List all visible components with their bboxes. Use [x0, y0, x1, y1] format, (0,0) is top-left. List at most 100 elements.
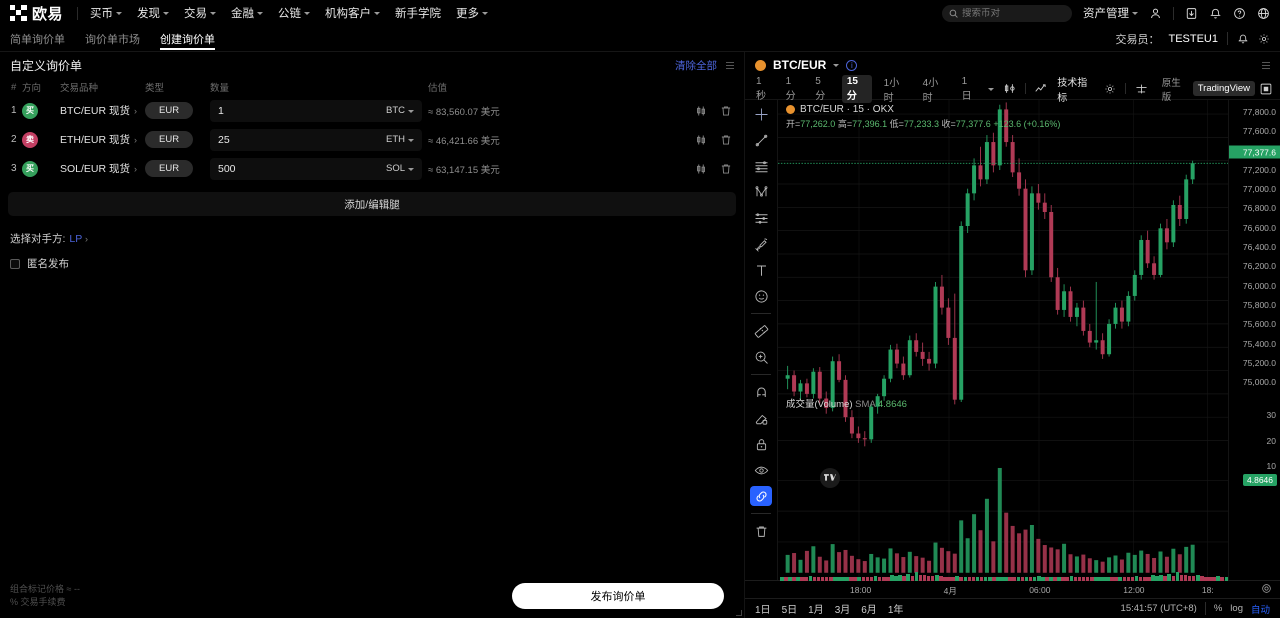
eraser-icon[interactable] — [750, 408, 772, 428]
delete-row-icon[interactable] — [720, 134, 732, 146]
timeframe-1s[interactable]: 1秒 — [756, 75, 766, 102]
nav-item-buy-crypto[interactable]: 买币 — [90, 5, 123, 21]
log-scale-button[interactable]: log — [1230, 603, 1243, 614]
snapshot-icon[interactable] — [1135, 83, 1148, 95]
add-edit-leg-button[interactable]: 添加/编辑腿 — [8, 192, 736, 216]
timeframe-1m[interactable]: 1分 — [785, 75, 796, 102]
anonymous-checkbox[interactable] — [10, 258, 20, 269]
tab-simple-rfq[interactable]: 简单询价单 — [10, 26, 65, 52]
emoji-icon[interactable] — [750, 286, 772, 306]
currency-selector[interactable]: BTC — [386, 105, 414, 116]
type-pill[interactable]: EUR — [145, 131, 194, 148]
assets-menu[interactable]: 资产管理 — [1083, 5, 1138, 21]
delete-row-icon[interactable] — [720, 105, 732, 117]
time-settings-gear-icon[interactable] — [1261, 583, 1272, 594]
chevron-down-icon[interactable] — [833, 64, 840, 67]
nav-item-more[interactable]: 更多 — [456, 5, 489, 21]
tradingview-logo[interactable] — [820, 468, 840, 488]
percent-scale-button[interactable]: % — [1213, 603, 1223, 614]
download-icon[interactable] — [1185, 7, 1198, 20]
type-pill[interactable]: EUR — [145, 160, 194, 177]
currency-selector[interactable]: SOL — [386, 163, 414, 174]
fullscreen-icon[interactable] — [1260, 83, 1272, 95]
trash-icon[interactable] — [750, 521, 772, 541]
quantity-field[interactable]: ETH — [210, 128, 422, 151]
chart-settings-gear-icon[interactable] — [1104, 83, 1116, 95]
lock-icon[interactable] — [750, 434, 772, 454]
gear-icon[interactable] — [1258, 33, 1270, 45]
quantity-input[interactable] — [218, 162, 386, 175]
help-icon[interactable] — [1233, 7, 1246, 20]
side-badge-buy[interactable]: 买 — [22, 102, 38, 119]
nav-item-institutional[interactable]: 机构客户 — [325, 5, 381, 21]
price-axis[interactable]: 77,800.077,600.077,400.077,200.077,000.0… — [1228, 100, 1280, 580]
symbol-selector[interactable]: ETH/EUR 现货 › — [60, 132, 145, 147]
user-icon[interactable] — [1149, 7, 1162, 20]
range-1mo[interactable]: 1月 — [808, 605, 824, 616]
quantity-input[interactable] — [218, 104, 386, 117]
globe-icon[interactable] — [1257, 7, 1270, 20]
fib-retracement-icon[interactable] — [750, 208, 772, 228]
eye-icon[interactable] — [750, 460, 772, 480]
range-3mo[interactable]: 3月 — [834, 605, 851, 616]
view-native-button[interactable]: 原生版 — [1161, 77, 1181, 103]
delete-row-icon[interactable] — [720, 163, 732, 175]
type-pill[interactable]: EUR — [145, 102, 194, 119]
publish-rfq-button[interactable]: 发布询价单 — [512, 583, 724, 609]
timeframe-5m[interactable]: 5分 — [815, 75, 826, 102]
timeframe-4h[interactable]: 4小时 — [922, 77, 939, 104]
candle-chart-icon[interactable] — [695, 105, 707, 117]
chevron-down-icon[interactable] — [988, 87, 995, 91]
side-badge-buy[interactable]: 买 — [22, 160, 38, 177]
search-input[interactable] — [962, 7, 1065, 19]
alert-bell-icon[interactable] — [1237, 33, 1249, 45]
auto-scale-button[interactable]: 自动 — [1250, 604, 1270, 616]
nav-item-finance[interactable]: 金融 — [231, 5, 264, 21]
magnet-icon[interactable] — [750, 382, 772, 402]
panel-resize-handle[interactable] — [736, 610, 742, 616]
anonymous-publish-row[interactable]: 匿名发布 — [10, 256, 744, 271]
trend-line-icon[interactable] — [750, 130, 772, 150]
range-1y[interactable]: 1年 — [887, 605, 904, 616]
nav-item-discover[interactable]: 发现 — [137, 5, 170, 21]
indicators-button[interactable]: 技术指标 — [1057, 77, 1088, 104]
quantity-field[interactable]: SOL — [210, 157, 422, 180]
quantity-input[interactable] — [218, 133, 386, 146]
bell-icon[interactable] — [1209, 7, 1222, 20]
candle-type-icon[interactable] — [1003, 83, 1016, 94]
range-5d[interactable]: 5日 — [781, 605, 798, 616]
ruler-icon[interactable] — [750, 321, 772, 341]
chart-drag-handle[interactable] — [1262, 61, 1270, 69]
candle-chart-icon[interactable] — [695, 163, 707, 175]
timeframe-1d[interactable]: 1日 — [961, 75, 972, 102]
currency-selector[interactable]: ETH — [386, 134, 414, 145]
nav-item-chain[interactable]: 公链 — [278, 5, 311, 21]
text-icon[interactable] — [750, 260, 772, 280]
chart-pair-name[interactable]: BTC/EUR — [773, 58, 827, 72]
indicator-icon[interactable] — [1035, 83, 1048, 94]
search-box[interactable] — [942, 4, 1072, 22]
info-icon[interactable]: i — [846, 59, 858, 71]
view-tradingview-button[interactable]: TradingView — [1192, 81, 1255, 96]
quantity-field[interactable]: BTC — [210, 99, 422, 122]
range-1d[interactable]: 1日 — [755, 605, 771, 616]
time-axis[interactable]: 18:00 4月 06:00 12:00 18: — [745, 572, 1280, 598]
timeframe-1h[interactable]: 1小时 — [883, 77, 900, 104]
panel-drag-handle[interactable] — [726, 61, 734, 69]
side-badge-sell[interactable]: 卖 — [22, 131, 38, 148]
okx-logo[interactable]: 欧易 — [10, 3, 63, 24]
crosshair-icon[interactable] — [750, 104, 772, 124]
candle-chart-icon[interactable] — [695, 134, 707, 146]
price-chart-canvas[interactable]: BTC/EUR · 15 · OKX 开=77,262.0 高=77,396.1… — [778, 100, 1228, 580]
zoom-icon[interactable] — [750, 347, 772, 367]
timeframe-15m[interactable]: 15分 — [841, 74, 872, 103]
nav-item-academy[interactable]: 新手学院 — [395, 5, 441, 21]
chart-navigator-strip[interactable] — [780, 572, 1228, 581]
tab-rfq-market[interactable]: 询价单市场 — [85, 26, 140, 52]
brush-icon[interactable] — [750, 234, 772, 254]
clear-all-button[interactable]: 清除全部 — [675, 59, 717, 72]
pitchfork-icon[interactable] — [750, 182, 772, 202]
counterparty-selector[interactable]: LP › — [69, 233, 88, 245]
symbol-selector[interactable]: SOL/EUR 现货 › — [60, 161, 145, 176]
clock-label[interactable]: 15:41:57 (UTC+8) — [1120, 603, 1197, 614]
